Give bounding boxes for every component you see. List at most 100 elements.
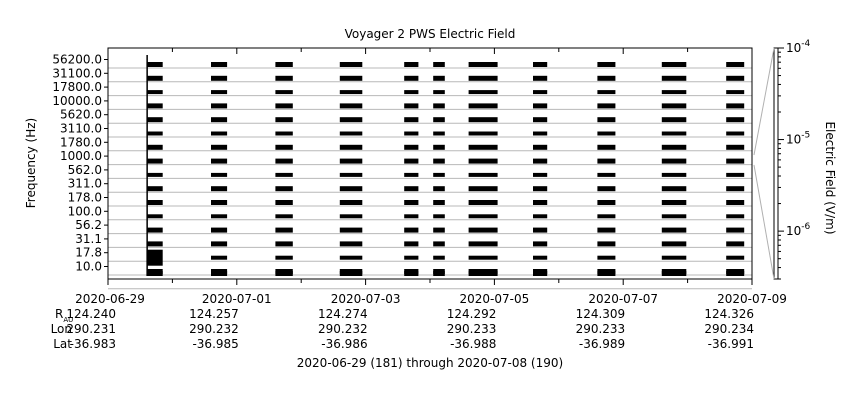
y-tick-label: 178.0 [68, 191, 102, 205]
colorbar-tick-exponent: -5 [801, 131, 810, 141]
ephemeris-lon-value: 290.232 [318, 322, 368, 336]
data-block [211, 131, 228, 136]
data-block [468, 62, 498, 67]
data-block [339, 255, 363, 260]
data-block [468, 90, 498, 95]
data-block [275, 227, 293, 233]
ephemeris-lat-value: -36.989 [579, 337, 625, 351]
data-block [726, 90, 745, 95]
data-block [533, 75, 548, 81]
data-block [726, 172, 745, 177]
data-block [468, 158, 498, 164]
ephemeris-lon-value: 290.234 [704, 322, 754, 336]
data-block [726, 227, 745, 233]
y-tick-label: 17800.0 [52, 80, 102, 94]
data-block [146, 144, 163, 150]
data-block [275, 271, 293, 276]
data-block [533, 214, 548, 219]
data-block [404, 200, 419, 205]
data-block [597, 117, 616, 123]
data-block [404, 172, 419, 177]
data-block [404, 144, 419, 150]
data-block [146, 131, 163, 136]
data-block [404, 103, 419, 109]
plot-area [107, 47, 753, 290]
data-block [433, 103, 445, 109]
data-block [726, 200, 745, 205]
y-tick-label: 10000.0 [52, 94, 102, 108]
data-block [211, 186, 228, 192]
data-block [404, 90, 419, 95]
x-tick-label: 2020-07-09 [717, 292, 787, 306]
data-block [404, 214, 419, 219]
data-block [433, 186, 445, 192]
data-block [597, 200, 616, 205]
data-block [533, 241, 548, 247]
data-block [275, 186, 293, 192]
data-block [533, 271, 548, 276]
data-block [339, 144, 363, 150]
chart-title: Voyager 2 PWS Electric Field [345, 27, 516, 41]
data-block [339, 75, 363, 81]
x-tick-label: 2020-07-05 [460, 292, 530, 306]
data-block [533, 255, 548, 260]
data-block [339, 241, 363, 247]
data-block [339, 158, 363, 164]
data-block [661, 186, 687, 192]
data-block [211, 158, 228, 164]
data-block [433, 200, 445, 205]
data-block [433, 131, 445, 136]
data-block [661, 172, 687, 177]
data-block [597, 131, 616, 136]
data-block [433, 158, 445, 164]
x-tick-label: 2020-06-29 [75, 292, 145, 306]
data-block [726, 255, 745, 260]
data-block [597, 227, 616, 233]
ephemeris-lat-label: Lat [53, 337, 72, 351]
data-block [146, 158, 163, 164]
ephemeris-lon-label: Lon [51, 322, 72, 336]
data-block [468, 172, 498, 177]
data-block [433, 117, 445, 123]
data-block [661, 271, 687, 276]
data-block [211, 144, 228, 150]
data-block [404, 117, 419, 123]
x-tick-label: 2020-07-03 [331, 292, 401, 306]
data-block [211, 103, 228, 109]
data-block [533, 103, 548, 109]
ephemeris-rau-value: 124.257 [189, 307, 239, 321]
data-block [404, 75, 419, 81]
data-block [661, 158, 687, 164]
colorbar-label: Electric Field (V/m) [823, 121, 837, 234]
data-block [597, 172, 616, 177]
data-block [533, 90, 548, 95]
y-tick-label: 311.0 [68, 177, 102, 191]
data-block [661, 214, 687, 219]
data-block [433, 75, 445, 81]
data-block [146, 75, 163, 81]
data-block [468, 117, 498, 123]
data-block [146, 62, 163, 67]
data-block [146, 214, 163, 219]
data-block [597, 90, 616, 95]
data-block [211, 241, 228, 247]
data-block [433, 214, 445, 219]
data-block [339, 227, 363, 233]
data-block [597, 144, 616, 150]
data-block [597, 271, 616, 276]
data-block [726, 241, 745, 247]
data-block [275, 158, 293, 164]
colorbar-tick-label: 10-6 [786, 222, 811, 238]
data-block [339, 186, 363, 192]
data-block [275, 172, 293, 177]
data-block [339, 214, 363, 219]
data-block [661, 90, 687, 95]
data-block [468, 75, 498, 81]
y-tick-label: 17.8 [75, 246, 102, 260]
data-block [404, 227, 419, 233]
data-block [533, 200, 548, 205]
data-block [661, 75, 687, 81]
colorbar-bar [773, 47, 779, 280]
data-block [726, 214, 745, 219]
